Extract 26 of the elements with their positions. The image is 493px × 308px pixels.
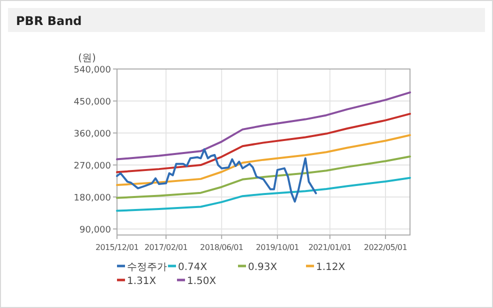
chart-title: PBR Band: [16, 14, 82, 28]
y-tick-label: 360,000: [74, 129, 112, 140]
x-tick-label: 2022/05/01: [364, 243, 408, 252]
legend-label: 1.31X: [127, 276, 156, 287]
line-series: [116, 176, 411, 212]
x-tick-label: 2019/10/01: [256, 243, 300, 252]
x-tick-label: 2021/01/01: [308, 243, 352, 252]
y-tick-label: 270,000: [74, 161, 112, 172]
legend-label: 수정주가: [127, 262, 167, 273]
y-tick-label: 540,000: [74, 66, 112, 76]
y-tick-label: 90,000: [80, 225, 112, 236]
y-axis-title: (원): [78, 53, 96, 64]
line-series: [116, 148, 317, 203]
line-series: [116, 134, 411, 186]
legend-label: 0.93X: [248, 262, 278, 273]
line-series: [116, 112, 411, 174]
y-tick-label: 450,000: [74, 97, 112, 108]
legend-label: 1.50X: [187, 276, 216, 287]
legend-label: 0.74X: [178, 262, 208, 273]
line-series: [116, 155, 411, 199]
x-tick-label: 2017/02/01: [144, 243, 188, 252]
x-tick-label: 2015/12/01: [95, 243, 139, 252]
x-tick-label: 2018/06/01: [200, 243, 244, 252]
y-tick-label: 180,000: [74, 193, 112, 204]
line-series: [116, 91, 411, 160]
legend-label: 1.12X: [316, 262, 346, 273]
